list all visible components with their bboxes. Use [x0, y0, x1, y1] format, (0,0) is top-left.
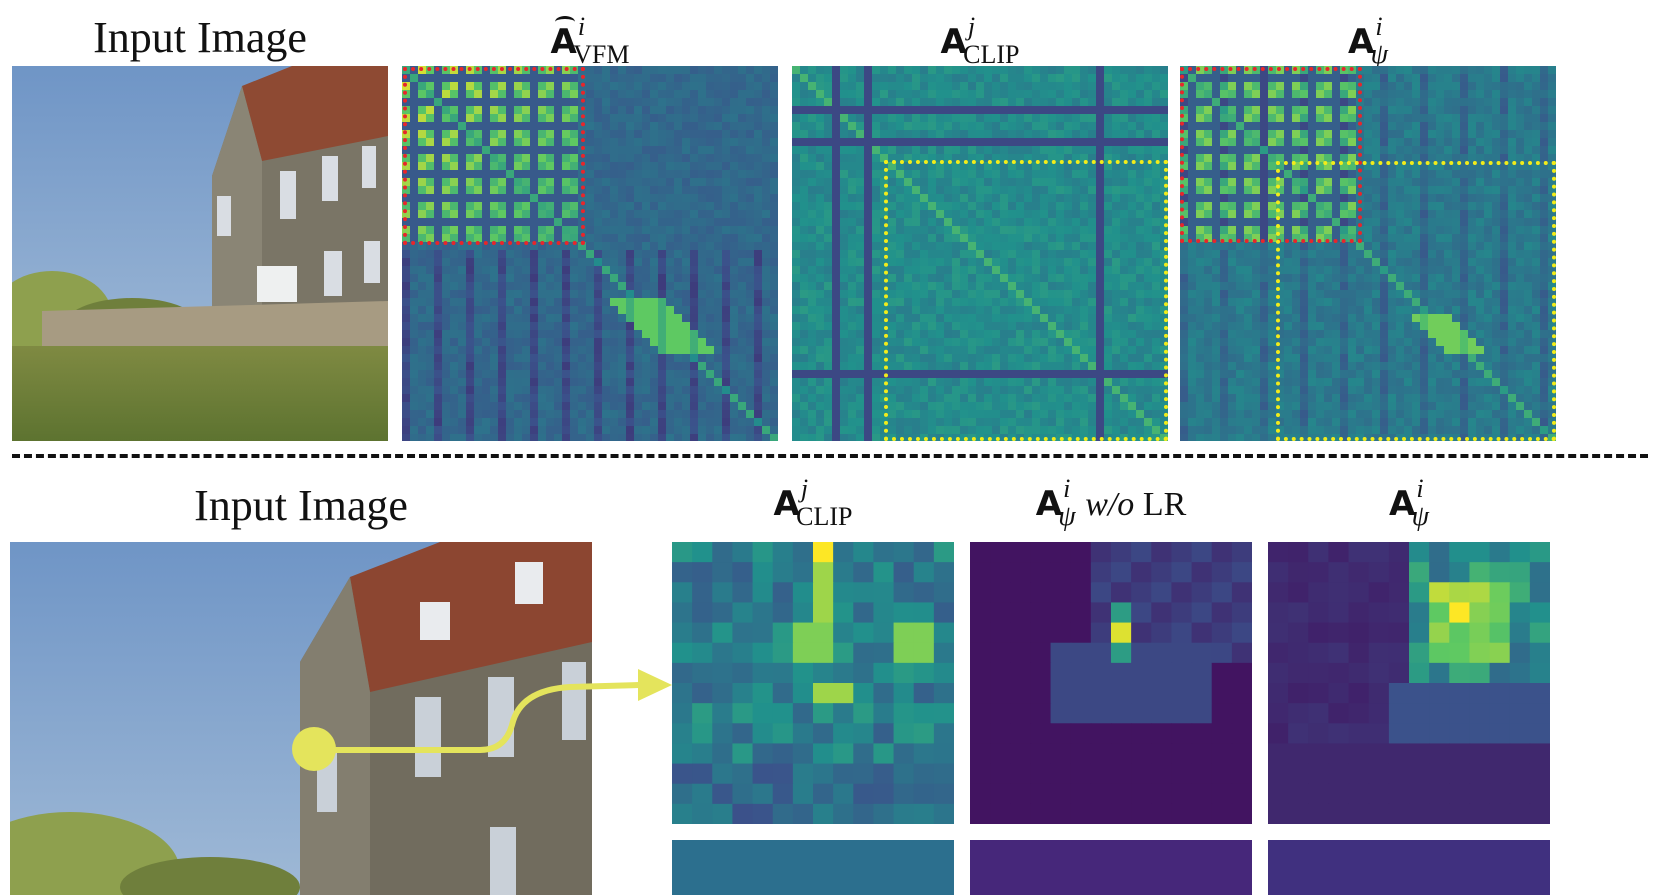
yellow-dotted-box-psi [1276, 161, 1556, 441]
label-a-psi-top-sub: ψ [1370, 39, 1388, 70]
label-a-psi-bottom-sub: ψ [1411, 501, 1429, 532]
label-a-clip-top: AjCLIP [792, 14, 1168, 68]
heatmap-strip-2 [970, 840, 1252, 895]
label-a-clip-bottom-sup: j [800, 474, 809, 503]
arrow-connector [292, 669, 672, 771]
label-a-vfm: AiVFM [402, 14, 778, 68]
label-a-psi-wo-lr-sup: i [1063, 474, 1071, 503]
label-a-vfm-base: A [550, 16, 577, 62]
label-a-psi-wo-lr-base: A [1035, 484, 1063, 524]
red-dotted-box-vfm [403, 67, 585, 245]
label-a-clip-bottom: AjCLIP [672, 476, 954, 530]
label-a-psi-bottom-sup: i [1416, 474, 1424, 503]
label-lr-text: LR [1142, 486, 1187, 523]
label-a-psi-top-base: A [1348, 22, 1375, 62]
heatmap-psi-wo-lr [970, 542, 1252, 824]
label-a-clip-top-sub: CLIP [963, 40, 1020, 69]
heatmap-clip-bottom [672, 542, 954, 824]
label-a-psi-bottom: Aiψ [1268, 476, 1550, 531]
label-a-clip-top-sup: j [967, 12, 976, 41]
heatmap-strip-1 [672, 840, 954, 895]
dashed-divider [12, 454, 1648, 458]
label-a-vfm-sub: VFM [573, 40, 630, 69]
heatmap-a-vfm [402, 66, 778, 441]
label-a-vfm-sup: i [577, 12, 586, 41]
heatmap-psi-bottom [1268, 542, 1550, 824]
label-a-psi-wo-lr-sub: ψ [1058, 501, 1076, 532]
bottom-input-photo [10, 542, 592, 895]
label-a-psi-wo-lr: Aiψ w/o LR [970, 476, 1252, 531]
heatmap-strip-3 [1268, 840, 1550, 895]
top-input-image-title: Input Image [93, 13, 307, 62]
yellow-dotted-box-clip [884, 160, 1168, 441]
top-input-photo [12, 66, 388, 441]
bottom-input-image-title: Input Image [194, 481, 408, 530]
label-a-psi-top-sup: i [1375, 12, 1383, 41]
heatmap-a-psi-top [1180, 66, 1556, 441]
label-a-clip-bottom-base: A [773, 484, 800, 524]
label-wo-text: w/o [1085, 486, 1135, 523]
label-a-clip-top-base: A [940, 22, 967, 62]
label-a-psi-top: Aiψ [1180, 14, 1556, 69]
label-a-psi-bottom-base: A [1389, 484, 1416, 524]
red-dotted-box-psi [1180, 67, 1362, 243]
label-a-clip-bottom-sub: CLIP [796, 502, 853, 531]
